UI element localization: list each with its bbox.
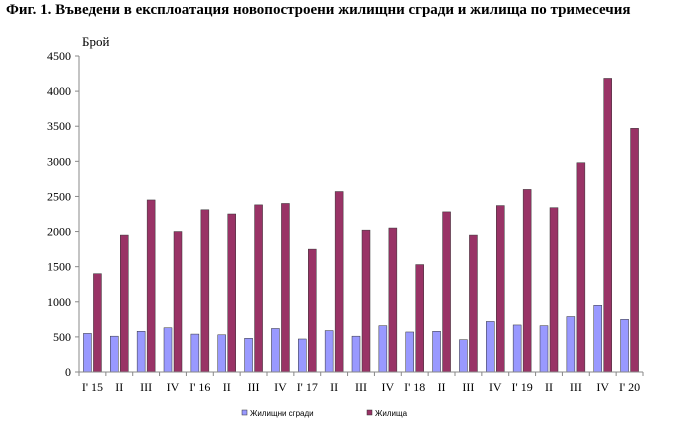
x-tick-label: I' 20: [619, 380, 640, 394]
bar-buildings: [459, 339, 468, 373]
x-tick-label: II: [223, 380, 231, 394]
bar-buildings: [405, 331, 414, 373]
bar-buildings: [271, 328, 280, 373]
bar-dwellings: [334, 191, 344, 373]
y-tick-label: 4000: [47, 84, 71, 98]
bar-dwellings: [361, 229, 371, 373]
legend-label: Жилища: [375, 409, 408, 418]
bar-buildings: [217, 334, 226, 373]
legend-swatch: [241, 409, 248, 416]
bar-dwellings: [93, 273, 102, 373]
bar-dwellings: [200, 209, 210, 373]
y-tick-label: 1500: [47, 260, 71, 274]
bar-buildings: [298, 338, 307, 373]
x-tick-label: I' 19: [512, 380, 533, 394]
x-tick-label: I' 17: [297, 380, 318, 394]
bar-dwellings: [308, 248, 317, 373]
x-tick-label: II: [545, 380, 553, 394]
x-tick-label: III: [355, 380, 367, 394]
bar-buildings: [163, 327, 173, 373]
bar-buildings: [244, 338, 253, 373]
bar-dwellings: [120, 234, 129, 373]
bar-dwellings: [603, 78, 612, 373]
chart-title: Фиг. 1. Въведени в експлоатация новопост…: [6, 2, 631, 18]
x-tick-label: II: [438, 380, 446, 394]
bar-dwellings: [254, 204, 263, 373]
x-tick-label: II: [330, 380, 338, 394]
bar-buildings: [351, 335, 361, 373]
bar-buildings: [190, 333, 200, 373]
y-tick-label: 1000: [47, 295, 71, 309]
x-tick-label: III: [462, 380, 474, 394]
bar-buildings: [136, 331, 146, 373]
bar-dwellings: [442, 211, 451, 373]
bar-dwellings: [173, 231, 183, 373]
bar-dwellings: [496, 205, 505, 373]
bar-dwellings: [522, 189, 532, 373]
bar-buildings: [378, 325, 388, 373]
bar-dwellings: [630, 128, 639, 373]
y-tick-label: 4500: [47, 49, 71, 63]
x-tick-label: I' 15: [82, 380, 103, 394]
bar-buildings: [593, 305, 602, 373]
y-tick-label: 2500: [47, 189, 71, 203]
x-tick-label: IV: [167, 380, 180, 394]
x-tick-label: I' 16: [189, 380, 210, 394]
bar-dwellings: [388, 227, 398, 373]
bar-buildings: [512, 324, 522, 373]
bar-dwellings: [576, 162, 586, 373]
bar-buildings: [620, 319, 629, 373]
y-tick-label: 2000: [47, 225, 71, 239]
x-tick-label: IV: [274, 380, 287, 394]
y-tick-label: 0: [65, 365, 71, 379]
y-axis-label: Брой: [82, 34, 109, 49]
bar-dwellings: [227, 213, 236, 373]
x-tick-label: IV: [489, 380, 502, 394]
x-tick-label: IV: [382, 380, 395, 394]
x-tick-label: II: [115, 380, 123, 394]
x-tick-label: III: [248, 380, 260, 394]
bar-dwellings: [281, 203, 290, 373]
y-tick-label: 3500: [47, 119, 71, 133]
y-axis: 0 500 1000 1500 2000 2500 3000 3500 4000 4500: [47, 49, 80, 379]
bar-buildings: [566, 316, 576, 373]
bar-buildings: [432, 331, 441, 373]
bar-buildings: [110, 335, 119, 373]
bar-buildings: [486, 321, 495, 373]
x-tick-label: III: [140, 380, 152, 394]
y-tick-label: 3000: [47, 154, 71, 168]
x-tick-label: I' 18: [404, 380, 425, 394]
legend-swatch: [366, 409, 373, 416]
bar-dwellings: [146, 199, 156, 373]
bar-buildings: [539, 325, 549, 373]
legend-label: Жилищни сгради: [250, 409, 314, 418]
bar-buildings: [83, 333, 92, 373]
x-axis: I' 15 II III IV I' 16 II III IV I' 17 II III IV I' 1…: [78, 371, 644, 394]
legend: Жилищни сгради Жилища: [241, 409, 408, 418]
bars: [83, 78, 639, 373]
x-tick-label: IV: [596, 380, 609, 394]
bar-buildings: [324, 330, 334, 373]
bar-dwellings: [415, 264, 424, 373]
bar-dwellings: [549, 207, 559, 373]
bar-dwellings: [469, 234, 478, 373]
x-tick-label: III: [570, 380, 582, 394]
y-tick-label: 500: [53, 330, 71, 344]
